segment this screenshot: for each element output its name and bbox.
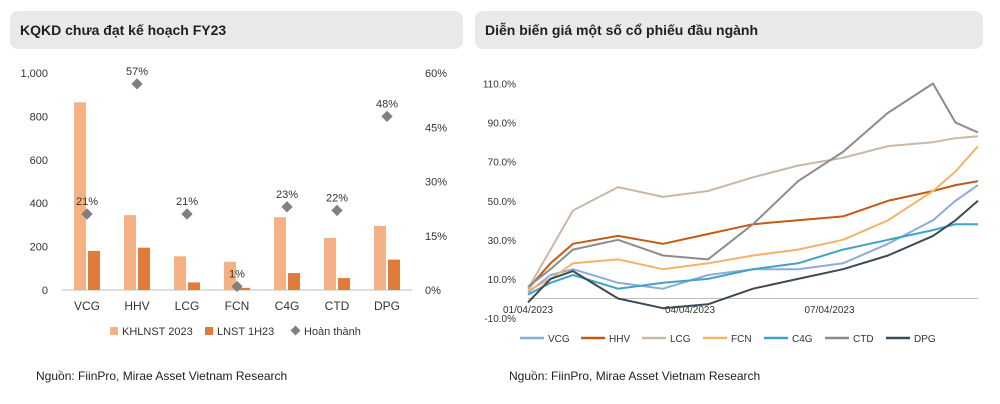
- completion-label: 21%: [176, 196, 198, 208]
- completion-marker: [281, 201, 293, 213]
- legend-lnst-1h23: LNST 1H23: [217, 326, 274, 338]
- bar-lnst-1h23: [188, 282, 200, 290]
- legend-label-hhv: HHV: [609, 334, 630, 345]
- series-line-ctd: [527, 82, 979, 288]
- line-y-tick-label: 90.0%: [488, 119, 516, 130]
- category-label: VCG: [74, 299, 100, 313]
- completion-marker: [381, 110, 393, 123]
- left-y-tick-label: 800: [30, 111, 48, 123]
- line-y-tick-label: 70.0%: [488, 158, 516, 169]
- left-y-tick-label: 400: [30, 198, 48, 210]
- series-line-dpg: [527, 200, 979, 310]
- legend-lnst-1h23-swatch: [205, 327, 213, 335]
- left-y-tick-label: 0: [42, 285, 48, 297]
- line-x-tick-label: 01/04/2023: [503, 305, 553, 316]
- legend-label-c4g: C4G: [792, 334, 813, 345]
- legend-label-dpg: DPG: [914, 334, 936, 345]
- bar-lnst-1h23: [388, 259, 400, 290]
- category-label: HHV: [124, 299, 149, 313]
- bar-khlnst-2023: [124, 215, 136, 290]
- category-label: DPG: [374, 299, 400, 313]
- legend-khlnst-2023-swatch: [110, 327, 118, 335]
- completion-label: 48%: [376, 98, 398, 110]
- legend-label-fcn: FCN: [731, 334, 752, 345]
- line-y-tick-label: 10.0%: [488, 275, 516, 286]
- line-x-tick-label: 04/04/2023: [665, 305, 715, 316]
- legend-khlnst-2023: KHLNST 2023: [122, 326, 193, 338]
- line-y-tick-label: 30.0%: [488, 236, 516, 247]
- bar-khlnst-2023: [274, 217, 286, 290]
- completion-label: 57%: [126, 66, 148, 78]
- completion-label: 22%: [326, 192, 348, 204]
- completion-label: 23%: [276, 189, 298, 201]
- completion-marker: [331, 204, 343, 217]
- line-y-tick-label: -10.0%: [484, 314, 516, 325]
- left-y-tick-label: 200: [30, 242, 48, 254]
- category-label: C4G: [275, 299, 300, 313]
- line-x-tick-label: 07/04/2023: [804, 305, 854, 316]
- legend-label-vcg: VCG: [548, 334, 570, 345]
- right-source: Nguồn: FiinPro, Mirae Asset Vietnam Rese…: [509, 369, 761, 383]
- category-label: CTD: [325, 299, 350, 313]
- left-y-tick-label: 1,000: [20, 68, 48, 80]
- line-y-tick-label: 110.0%: [483, 80, 516, 91]
- right-y-tick-label: 30%: [425, 177, 447, 189]
- bar-lnst-1h23: [88, 250, 100, 290]
- completion-label: 1%: [229, 268, 245, 280]
- left-y-tick-label: 600: [30, 155, 48, 167]
- left-panel-title: KQKD chưa đạt kế hoạch FY23: [10, 11, 463, 49]
- left-source: Nguồn: FiinPro, Mirae Asset Vietnam Rese…: [36, 369, 288, 383]
- series-line-lcg: [527, 135, 979, 290]
- legend-completion-swatch: [290, 325, 301, 336]
- category-label: LCG: [175, 299, 200, 313]
- bar-khlnst-2023: [174, 256, 186, 290]
- bar-lnst-1h23: [288, 273, 300, 290]
- category-label: FCN: [225, 299, 250, 313]
- bar-lnst-1h23: [138, 247, 150, 290]
- bar-lnst-1h23: [338, 278, 350, 290]
- series-line-c4g: [527, 223, 978, 296]
- series-line-fcn: [527, 145, 979, 292]
- right-y-tick-label: 0%: [425, 285, 441, 297]
- right-panel-title: Diễn biến giá một số cổ phiếu đầu ngành: [475, 11, 983, 49]
- bar-lnst-1h23: [238, 287, 250, 290]
- legend-completion: Hoàn thành: [304, 326, 361, 338]
- bar-khlnst-2023: [74, 102, 86, 290]
- right-y-tick-label: 60%: [425, 68, 447, 80]
- completion-marker: [231, 280, 243, 293]
- completion-marker: [181, 208, 193, 220]
- legend-label-ctd: CTD: [853, 334, 874, 345]
- legend-label-lcg: LCG: [670, 334, 691, 345]
- completion-marker: [131, 78, 143, 90]
- bar-khlnst-2023: [324, 237, 336, 290]
- bar-khlnst-2023: [224, 261, 236, 290]
- bar-khlnst-2023: [374, 225, 386, 290]
- line-y-tick-label: 50.0%: [488, 197, 516, 208]
- right-y-tick-label: 15%: [425, 231, 447, 243]
- right-y-tick-label: 45%: [425, 122, 447, 134]
- completion-label: 21%: [76, 196, 98, 208]
